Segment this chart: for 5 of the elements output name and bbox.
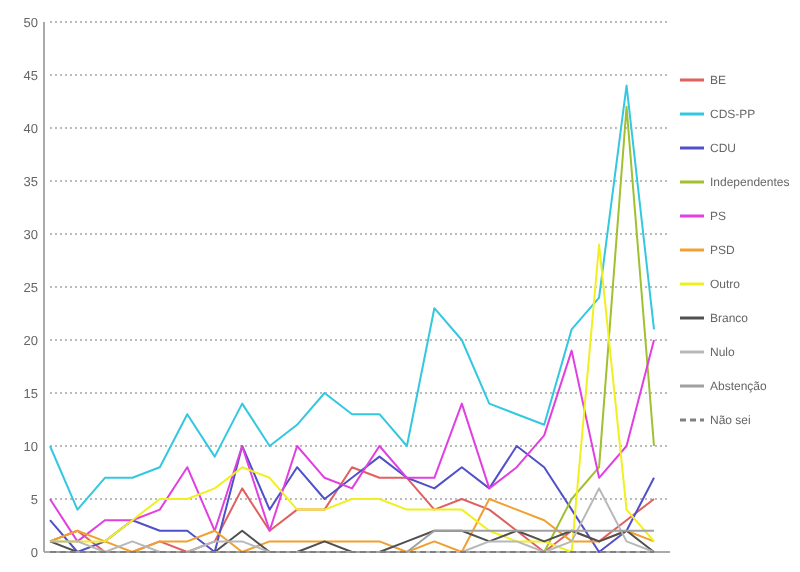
line-series <box>49 498 655 553</box>
line-series <box>49 84 655 511</box>
line-series <box>543 105 655 553</box>
line-series <box>49 339 655 543</box>
line-series <box>49 445 655 553</box>
